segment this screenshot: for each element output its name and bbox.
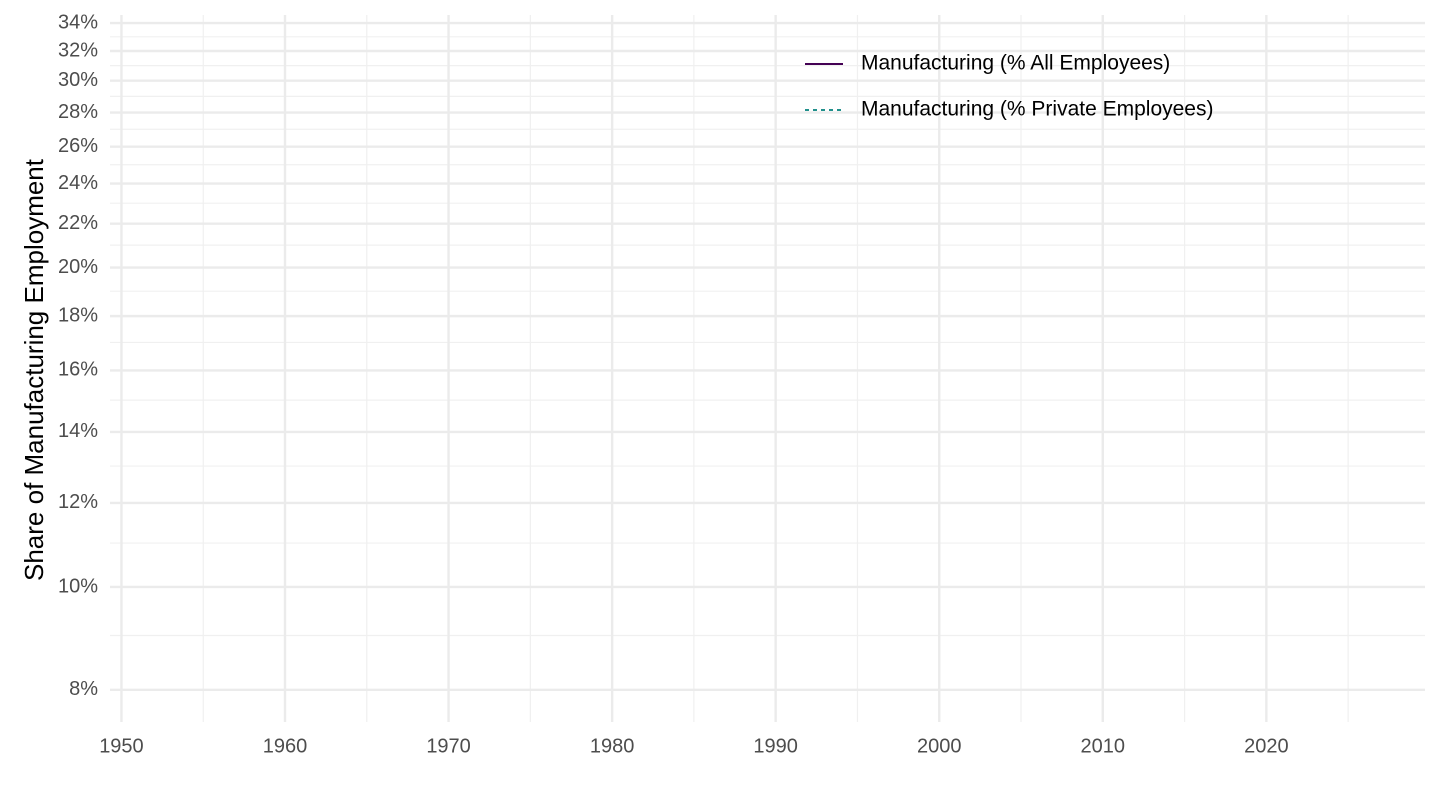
x-tick-label: 1950 bbox=[99, 735, 144, 757]
y-tick-label: 26% bbox=[58, 135, 98, 157]
y-tick-label: 28% bbox=[58, 101, 98, 123]
y-tick-label: 16% bbox=[58, 359, 98, 381]
y-tick-label: 34% bbox=[58, 11, 98, 33]
y-axis-label: Share of Manufacturing Employment bbox=[19, 158, 49, 581]
legend-label: Manufacturing (% All Employees) bbox=[861, 52, 1170, 75]
x-tick-label: 1960 bbox=[263, 735, 308, 757]
x-tick-label: 2010 bbox=[1081, 735, 1126, 757]
y-tick-label: 8% bbox=[69, 678, 98, 700]
y-tick-label: 14% bbox=[58, 420, 98, 442]
y-tick-label: 18% bbox=[58, 304, 98, 326]
y-tick-label: 10% bbox=[58, 575, 98, 597]
legend-label: Manufacturing (% Private Employees) bbox=[861, 98, 1213, 121]
x-tick-label: 1970 bbox=[426, 735, 471, 757]
y-tick-label: 24% bbox=[58, 172, 98, 194]
y-tick-label: 22% bbox=[58, 212, 98, 234]
y-tick-label: 12% bbox=[58, 491, 98, 513]
y-tick-label: 30% bbox=[58, 69, 98, 91]
y-tick-label: 20% bbox=[58, 256, 98, 278]
x-tick-label: 2020 bbox=[1244, 735, 1289, 757]
x-tick-label: 1990 bbox=[753, 735, 798, 757]
x-tick-label: 2000 bbox=[917, 735, 962, 757]
x-tick-label: 1980 bbox=[590, 735, 635, 757]
y-tick-label: 32% bbox=[58, 39, 98, 61]
